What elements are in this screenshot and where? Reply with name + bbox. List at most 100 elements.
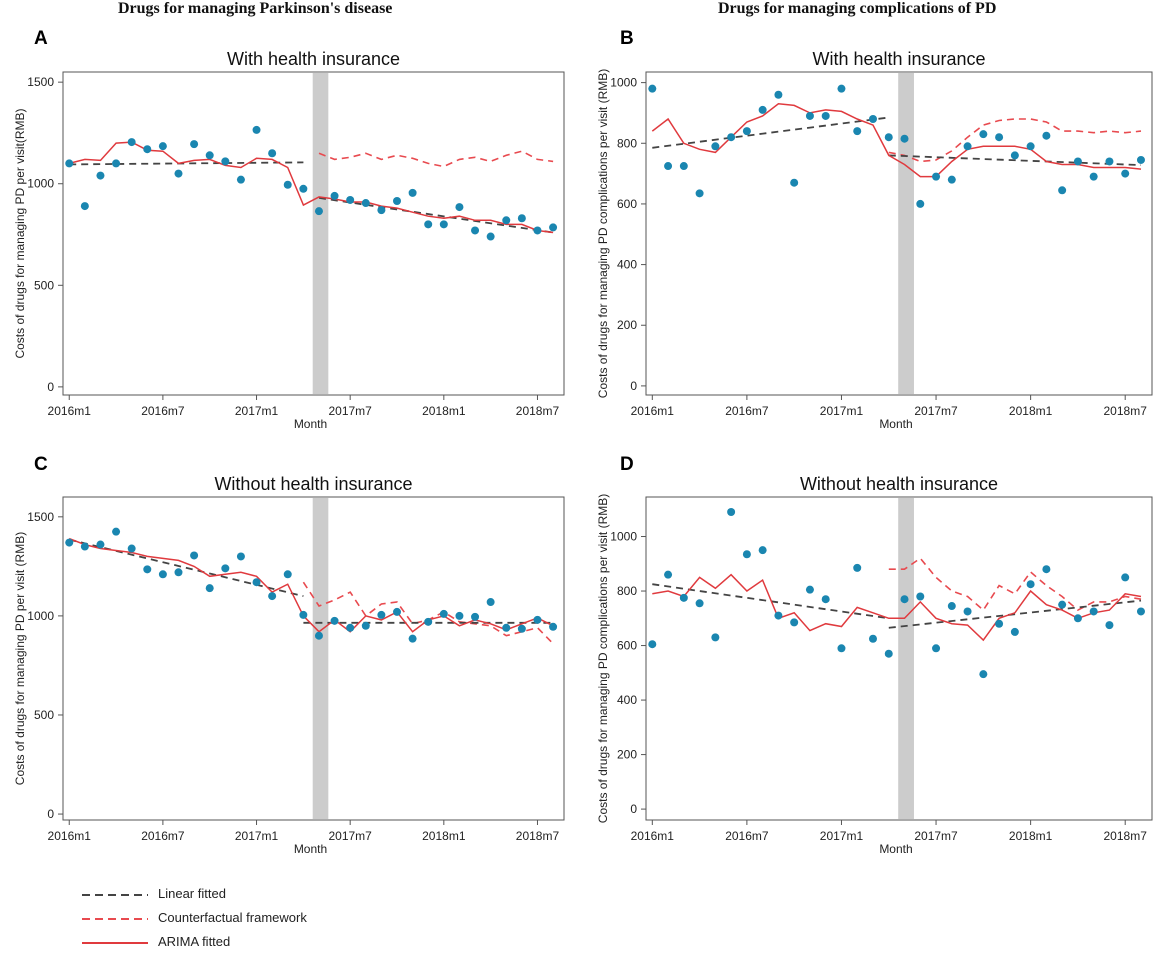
y-tick-label: 1500 xyxy=(27,75,54,89)
observed-point xyxy=(346,195,355,204)
panel-letter-c: C xyxy=(34,454,48,475)
observed-point xyxy=(361,621,370,630)
x-tick-label: 2017m7 xyxy=(914,404,958,418)
observed-point xyxy=(533,226,542,235)
observed-point xyxy=(471,226,480,235)
linear-fit-post-line xyxy=(888,599,1142,629)
y-axis-label: Costs of drugs for managing PD per visit… xyxy=(13,532,27,785)
y-tick-label: 1000 xyxy=(610,530,637,544)
y-tick-label: 200 xyxy=(617,748,637,762)
y-axis-label: Costs of drugs for managing PD complicat… xyxy=(596,494,610,823)
intervention-band xyxy=(312,498,329,819)
observed-point xyxy=(853,563,862,572)
observed-point xyxy=(127,138,136,147)
observed-point xyxy=(947,175,956,184)
arima-line xyxy=(69,141,554,234)
linear-fit-pre-line xyxy=(69,161,304,166)
observed-point xyxy=(742,127,751,136)
observed-point xyxy=(805,111,814,120)
observed-point xyxy=(1026,580,1035,589)
observed-point xyxy=(837,644,846,653)
x-tick-label: 2016m7 xyxy=(725,404,769,418)
observed-point xyxy=(1073,614,1082,623)
observed-point xyxy=(947,602,956,611)
observed-point xyxy=(549,223,558,232)
observed-point xyxy=(711,633,720,642)
y-tick-label: 1000 xyxy=(27,609,54,623)
observed-point xyxy=(995,133,1004,142)
legend-swatch-linear xyxy=(82,894,148,896)
y-tick-label: 600 xyxy=(617,197,637,211)
plot-frame xyxy=(645,496,1153,821)
linear-fit-post-line xyxy=(318,197,554,234)
observed-point xyxy=(314,207,323,216)
y-axis-label: Costs of drugs for managing PD per visit… xyxy=(13,108,27,358)
observed-point xyxy=(1058,600,1067,609)
chart-title: With health insurance xyxy=(227,49,400,69)
observed-point xyxy=(1136,607,1145,616)
observed-point xyxy=(1121,169,1130,178)
observed-point xyxy=(1042,565,1051,574)
linear-fit-pre-line xyxy=(652,116,889,149)
x-tick-label: 2017m7 xyxy=(328,829,372,843)
legend-label-arima: ARIMA fitted xyxy=(158,934,231,949)
observed-point xyxy=(455,611,464,620)
x-axis-label: Month xyxy=(879,842,912,856)
y-tick-label: 200 xyxy=(617,318,637,332)
observed-point xyxy=(758,105,767,114)
observed-point xyxy=(963,142,972,151)
observed-point xyxy=(916,199,925,208)
observed-point xyxy=(679,593,688,602)
observed-point xyxy=(299,610,308,619)
legend-label-counterfactual: Counterfactual framework xyxy=(158,910,307,925)
observed-point xyxy=(252,578,261,587)
observed-point xyxy=(963,607,972,616)
observed-point xyxy=(393,607,401,616)
counterfactual-line xyxy=(318,150,554,168)
x-axis-label: Month xyxy=(294,417,327,431)
observed-point xyxy=(486,232,495,241)
observed-point xyxy=(1058,186,1067,195)
x-tick-label: 2018m7 xyxy=(1104,829,1148,843)
observed-point xyxy=(1026,142,1035,151)
linear-fit-pre-line xyxy=(652,583,889,620)
observed-point xyxy=(884,133,893,142)
observed-point xyxy=(695,189,704,198)
observed-point xyxy=(143,145,152,154)
x-tick-label: 2018m7 xyxy=(516,829,560,843)
x-tick-label: 2018m1 xyxy=(422,829,466,843)
x-tick-label: 2018m1 xyxy=(1009,829,1053,843)
observed-point xyxy=(1105,621,1114,630)
observed-point xyxy=(932,172,941,181)
observed-point xyxy=(853,127,862,136)
observed-point xyxy=(758,546,767,555)
legend-swatch-arima xyxy=(82,942,148,944)
observed-point xyxy=(283,180,292,189)
observed-point xyxy=(299,184,308,193)
observed-point xyxy=(821,111,830,120)
observed-point xyxy=(377,610,386,619)
legend-item-linear: Linear fitted xyxy=(80,885,400,905)
x-tick-label: 2018m1 xyxy=(422,404,466,418)
observed-point xyxy=(1121,573,1130,582)
observed-point xyxy=(127,544,136,553)
intervention-band xyxy=(898,498,914,819)
observed-point xyxy=(774,90,783,99)
counterfactual-line xyxy=(888,557,1142,612)
y-tick-label: 0 xyxy=(630,802,637,816)
observed-point xyxy=(517,214,526,223)
counterfactual-line xyxy=(302,581,554,645)
panel-letter-b: B xyxy=(620,28,634,49)
x-tick-label: 2018m7 xyxy=(1104,404,1148,418)
observed-point xyxy=(471,612,480,621)
legend-label-linear: Linear fitted xyxy=(158,886,226,901)
y-tick-label: 600 xyxy=(617,639,637,653)
observed-point xyxy=(1089,172,1098,181)
x-tick-label: 2017m1 xyxy=(235,404,279,418)
observed-point xyxy=(868,634,877,643)
y-tick-label: 0 xyxy=(47,807,54,821)
y-tick-label: 800 xyxy=(617,584,637,598)
observed-point xyxy=(648,84,657,93)
observed-point xyxy=(190,140,199,149)
observed-point xyxy=(517,624,526,633)
